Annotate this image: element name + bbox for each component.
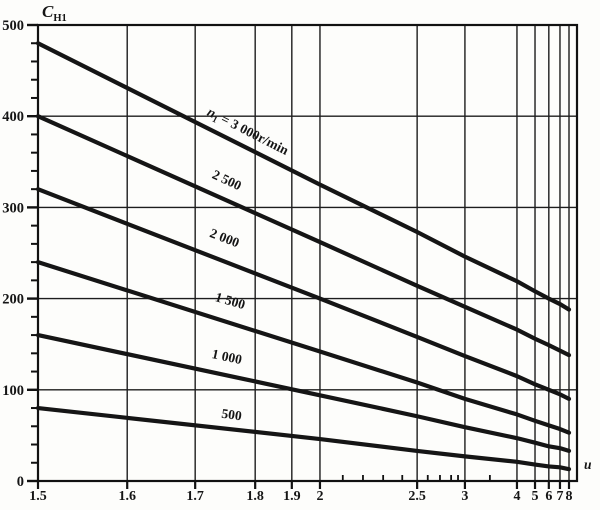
series-line-1000: [35, 332, 572, 454]
x-tick-label-7: 7: [556, 489, 563, 504]
series-line-3000: [35, 41, 572, 312]
y-tick-label-0: 0: [17, 474, 24, 490]
series-label-500: 500: [221, 406, 243, 424]
x-tick-label-3: 3: [461, 489, 468, 504]
series-line-2000: [35, 187, 572, 402]
x-tick-label-4: 4: [513, 489, 520, 504]
y-axis-title: CH1: [42, 2, 67, 24]
series-label-1500: 1 500: [214, 289, 248, 312]
x-tick-label-5: 5: [532, 489, 539, 504]
x-tick-label-2.5: 2.5: [408, 489, 426, 504]
y-tick-label-100: 100: [2, 383, 24, 399]
x-tick-label-1.5: 1.5: [29, 489, 47, 504]
series-line-2500: [35, 114, 572, 358]
series-label-2000: 2 000: [208, 225, 242, 250]
y-tick-label-200: 200: [2, 292, 24, 308]
x-tick-label-6: 6: [545, 489, 552, 504]
x-axis-title: u: [584, 457, 592, 472]
x-tick-label-2: 2: [316, 489, 323, 504]
x-tick-label-1.9: 1.9: [283, 489, 301, 504]
series-line-500: [35, 405, 572, 472]
y-tick-label-500: 500: [2, 18, 24, 34]
x-tick-label-1.7: 1.7: [186, 489, 204, 504]
y-tick-label-300: 300: [2, 200, 24, 216]
series-line-1500: [35, 260, 572, 435]
x-tick-label-8: 8: [566, 489, 573, 504]
x-tick-label-1.6: 1.6: [118, 489, 136, 504]
y-tick-label-400: 400: [2, 109, 24, 125]
plot-border: [36, 23, 579, 483]
series-label-1000: 1 000: [211, 346, 244, 367]
x-tick-label-1.8: 1.8: [246, 489, 264, 504]
series-label-2500: 2 500: [210, 167, 244, 194]
